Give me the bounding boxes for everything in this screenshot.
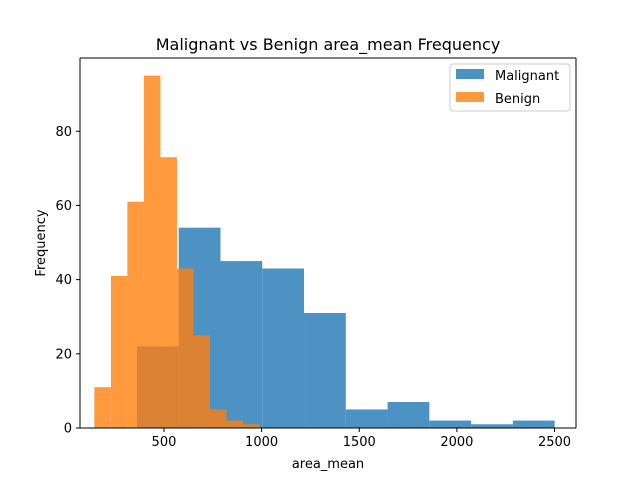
legend: Malignant Benign [449, 63, 571, 112]
bar-malignant-3 [262, 268, 305, 428]
bar-benign-8 [226, 420, 244, 428]
bar-benign-5 [176, 268, 194, 428]
y-tick-label: 0 [64, 422, 72, 437]
x-tick-label: 500 [152, 435, 177, 450]
x-axis-title: area_mean [292, 457, 364, 472]
bar-malignant-9 [512, 420, 555, 428]
y-axis-title: Frequency [34, 209, 49, 276]
chart-title: Malignant vs Benign area_mean Frequency [156, 35, 501, 55]
bar-malignant-5 [345, 409, 388, 428]
legend-swatch-malignant [456, 69, 484, 79]
bar-malignant-6 [387, 402, 430, 428]
bar-benign-6 [193, 335, 210, 428]
legend-swatch-benign [456, 92, 484, 102]
bar-benign-3 [143, 75, 161, 428]
y-tick-label: 20 [55, 347, 72, 362]
bar-malignant-7 [429, 420, 472, 428]
x-tick-label: 1500 [343, 435, 376, 450]
y-axis-ticks: 0 20 40 60 80 [55, 125, 80, 437]
bar-malignant-4 [304, 313, 346, 428]
y-tick-label: 80 [55, 125, 72, 140]
y-tick-label: 40 [55, 273, 72, 288]
bar-benign-0 [94, 387, 111, 428]
x-axis-ticks: 500 1000 1500 2000 2500 [152, 428, 571, 450]
x-tick-label: 1000 [245, 435, 278, 450]
bar-malignant-8 [471, 424, 513, 428]
bars-layer [94, 75, 555, 428]
axes-frame [79, 57, 577, 429]
bar-benign-9 [243, 424, 260, 428]
bar-benign-4 [160, 157, 177, 428]
x-tick-label: 2000 [440, 435, 473, 450]
bar-benign-2 [127, 201, 144, 428]
bar-benign-1 [110, 275, 128, 428]
legend-label-benign: Benign [495, 92, 540, 107]
x-tick-label: 2500 [538, 435, 571, 450]
legend-label-malignant: Malignant [495, 69, 559, 84]
bar-benign-7 [209, 409, 227, 428]
y-tick-label: 60 [55, 199, 72, 214]
bar-malignant-2 [220, 261, 263, 428]
